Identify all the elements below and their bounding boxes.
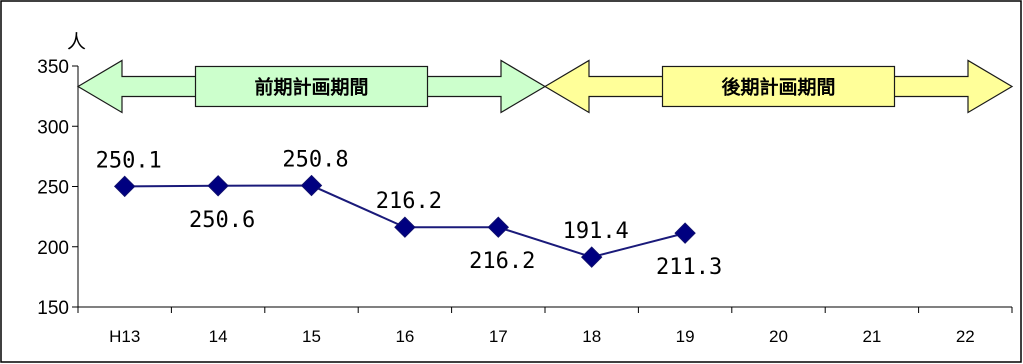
data-point bbox=[487, 216, 510, 238]
x-tick-label: H13 bbox=[109, 327, 140, 346]
data-label: 250.8 bbox=[282, 148, 348, 173]
period-label-box bbox=[194, 65, 429, 108]
y-tick-label: 150 bbox=[37, 298, 69, 319]
x-tick-label: 19 bbox=[676, 327, 695, 346]
series-visitors bbox=[113, 174, 696, 268]
data-label: 250.1 bbox=[96, 148, 162, 173]
y-tick-label: 300 bbox=[37, 117, 69, 138]
x-ticks: H13 14 15 16 17 18 19 20 21 22 bbox=[77, 307, 1013, 346]
data-label: 216.2 bbox=[469, 249, 535, 274]
x-tick-label: 17 bbox=[489, 327, 508, 346]
data-label: 250.6 bbox=[189, 208, 255, 233]
x-tick-label: 14 bbox=[209, 327, 228, 346]
data-labels: 250.1 250.6 250.8 216.2 216.2 191.4 211.3 bbox=[96, 148, 723, 281]
data-point bbox=[580, 246, 603, 268]
data-label: 216.2 bbox=[376, 189, 442, 214]
y-tick-label: 250 bbox=[37, 178, 69, 199]
y-tick-label: 200 bbox=[37, 238, 69, 259]
period-label: 後期計画期間 bbox=[721, 75, 835, 98]
data-point bbox=[394, 216, 416, 238]
x-tick-label: 22 bbox=[956, 327, 975, 346]
y-tick-label: 350 bbox=[37, 57, 69, 78]
x-tick-label: 16 bbox=[395, 327, 414, 346]
period-arrows: 前期計画期間 後期計画期間 bbox=[76, 59, 1014, 114]
data-label: 191.4 bbox=[563, 219, 629, 244]
y-ticks: 150 200 250 300 350 bbox=[37, 57, 78, 319]
period-label-box bbox=[661, 65, 896, 108]
data-point bbox=[207, 175, 229, 197]
data-point bbox=[674, 222, 696, 244]
data-point bbox=[113, 175, 136, 198]
x-tick-label: 20 bbox=[769, 327, 788, 346]
y-unit-label: 人 bbox=[67, 31, 86, 53]
x-tick-label: 15 bbox=[302, 327, 321, 346]
period-label: 前期計画期間 bbox=[254, 75, 368, 98]
x-tick-label: 21 bbox=[862, 327, 881, 346]
data-label: 211.3 bbox=[656, 255, 722, 280]
x-tick-label: 18 bbox=[582, 327, 601, 346]
data-point bbox=[300, 174, 323, 197]
